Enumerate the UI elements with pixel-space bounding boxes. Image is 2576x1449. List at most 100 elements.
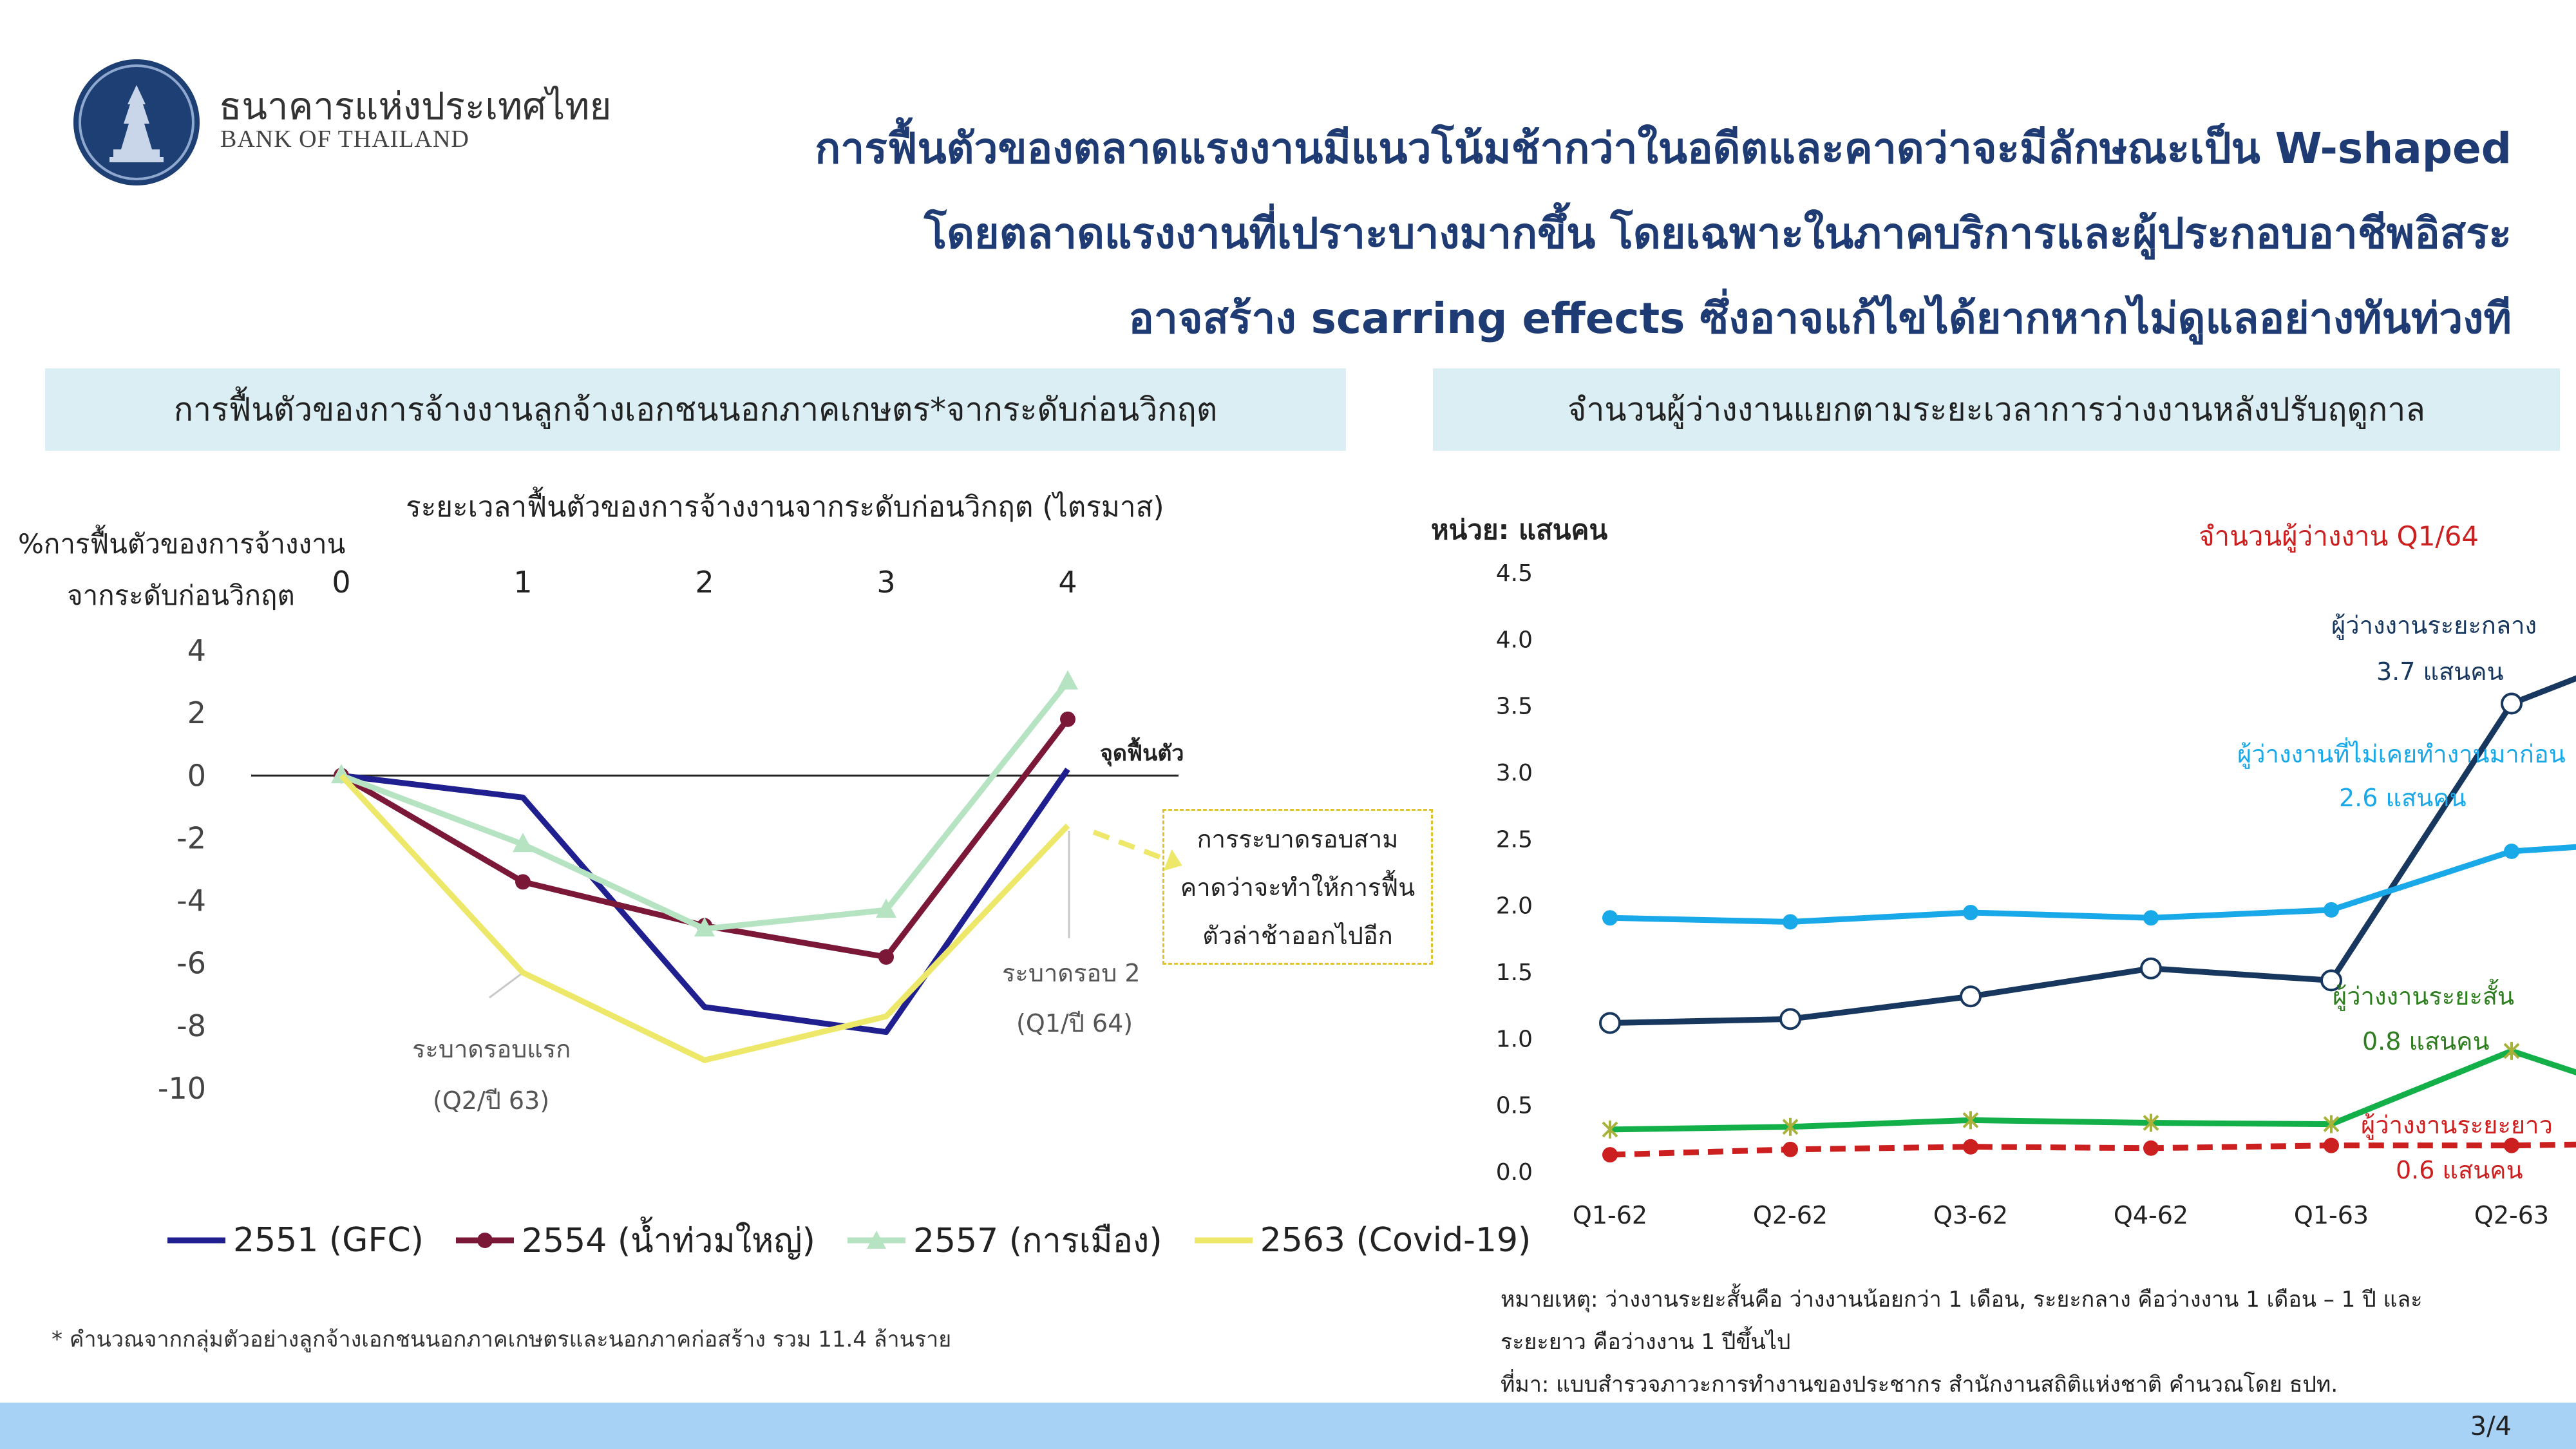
y-tick-label: 4.5	[1496, 560, 1533, 587]
third-wave-callout: การระบาดรอบสาม คาดว่าจะทำให้การฟื้น ตัวล…	[1162, 809, 1433, 965]
x-tick-label: 1	[513, 565, 532, 600]
y-tick-label: -2	[176, 820, 206, 855]
y-tick-label: 2	[187, 696, 206, 730]
data-point	[1960, 985, 1982, 1008]
data-point	[1779, 1008, 1801, 1030]
annotation-never-value: 2.6 แสนคน	[2339, 784, 2467, 812]
series-line	[341, 768, 1070, 1036]
y-tick-label: 0.5	[1496, 1093, 1533, 1119]
left-chart-title: ระยะเวลาฟื้นตัวของการจ้างงานจากระดับก่อน…	[406, 491, 1164, 524]
data-point	[694, 917, 715, 937]
x-tick-label: 4	[1058, 565, 1077, 600]
data-point	[1602, 910, 1618, 926]
callout-line-3: ตัวล่าช้าออกไปอีก	[1202, 921, 1393, 950]
data-point	[1602, 1120, 1618, 1139]
headline-line-1: การฟื้นตัวของตลาดแรงงานมีแนวโน้มช้ากว่าใ…	[815, 124, 2512, 173]
data-point	[2324, 902, 2339, 918]
data-point	[2504, 1137, 2519, 1153]
data-point	[2324, 1137, 2339, 1153]
x-tick-label: Q2-62	[1753, 1201, 1828, 1229]
projection-arrowhead	[1163, 849, 1182, 871]
data-point	[876, 898, 896, 918]
x-tick-label: Q3-62	[1933, 1201, 2008, 1229]
data-point	[2143, 1140, 2159, 1156]
data-point	[1783, 1141, 1798, 1157]
data-point	[513, 833, 533, 853]
y-tick-label: 0.0	[1496, 1159, 1533, 1186]
data-point	[878, 949, 894, 965]
y-tick-label: 4.0	[1496, 627, 1533, 653]
data-point	[2320, 969, 2342, 992]
y-tick-label: 2.5	[1496, 826, 1533, 853]
legend-item-covid: 2563 (Covid-19)	[1194, 1220, 1531, 1260]
annotation-long-value: 0.6 แสนคน	[2396, 1156, 2523, 1184]
data-point	[1057, 670, 1078, 690]
x-tick-label: 2	[695, 565, 714, 600]
data-point	[1963, 905, 1978, 920]
unit-label: หน่วย: แสนคน	[1431, 514, 1608, 545]
y-tick-label: 3.5	[1496, 694, 1533, 720]
data-point	[1963, 1139, 1978, 1155]
left-chart: 0 1 2 3 4 4 2 0 -2 -4 -6 -8 -10	[158, 565, 1182, 1106]
bank-seal-icon	[79, 64, 194, 180]
y-tick-label: 1.0	[1496, 1026, 1533, 1052]
y-tick-label: -6	[176, 946, 206, 981]
data-point	[2143, 910, 2159, 926]
headline-line-3: อาจสร้าง scarring effects ซึ่งอาจแก้ไขได…	[1128, 294, 2512, 343]
y-tick-label: 2.0	[1496, 893, 1533, 920]
q164-title: จำนวนผู้ว่างงาน Q1/64	[2199, 520, 2479, 552]
annotation-long-name: ผู้ว่างงานระยะยาว	[2361, 1111, 2553, 1139]
note-line-1: หมายเหตุ: ว่างงานระยะสั้นคือ ว่างงานน้อย…	[1501, 1287, 2423, 1312]
bank-name-thai: ธนาคารแห่งประเทศไทย	[219, 84, 612, 128]
wave1-leader-line	[489, 972, 524, 999]
footer-bar	[0, 1403, 2576, 1449]
x-tick-label: 0	[332, 565, 350, 600]
y-tick-label: 0	[187, 758, 206, 793]
note-line-3: ที่มา: แบบสำรวจภาวะการทำงานของประชากร สำ…	[1501, 1372, 2338, 1397]
legend-label: 2554 (น้ำท่วมใหญ่)	[521, 1222, 815, 1260]
y-tick-label: 1.5	[1496, 960, 1533, 986]
legend-triangle-marker-icon	[847, 1230, 905, 1249]
series-line	[339, 773, 1070, 1063]
right-panel-header: จำนวนผู้ว่างงานแยกตามระยะเวลาการว่างงานห…	[1433, 368, 2560, 451]
recovery-point-label: จุดฟื้นตัว	[1100, 741, 1184, 766]
legend-label: 2551 (GFC)	[233, 1220, 424, 1260]
data-point	[2501, 692, 2523, 715]
wave2-label-1: ระบาดรอบ 2	[1002, 959, 1141, 987]
wave1-label-2: (Q2/ปี 63)	[433, 1086, 550, 1115]
note-line-2: ระยะยาว คือว่างงาน 1 ปีขึ้นไป	[1501, 1329, 1791, 1355]
legend-item-politics: 2557 (การเมือง)	[847, 1213, 1162, 1267]
bank-name-english: BANK OF THAILAND	[220, 126, 469, 153]
wave2-label-2: (Q1/ปี 64)	[1016, 1009, 1133, 1037]
data-point	[1060, 711, 1075, 727]
y-tick-label: 3.0	[1496, 760, 1533, 786]
data-point	[2503, 1041, 2520, 1060]
left-chart-legend: 2551 (GFC) 2554 (น้ำท่วมใหญ่) 2557 (การเ…	[167, 1213, 1531, 1267]
projection-line	[1092, 829, 1169, 863]
data-point	[2323, 1115, 2340, 1133]
data-point	[1783, 914, 1798, 930]
legend-line-icon	[1194, 1237, 1253, 1243]
legend-circle-marker-icon	[455, 1232, 514, 1248]
y-tick-label: 4	[187, 633, 206, 668]
annotation-short-value: 0.8 แสนคน	[2362, 1027, 2490, 1056]
annotation-medium-name: ผู้ว่างงานระยะกลาง	[2331, 611, 2537, 639]
page-number: 3/4	[2470, 1412, 2512, 1441]
x-tick-label: Q4-62	[2114, 1201, 2188, 1229]
callout-line-2: คาดว่าจะทำให้การฟื้น	[1180, 873, 1416, 902]
legend-label: 2563 (Covid-19)	[1260, 1220, 1531, 1260]
data-point	[2143, 1113, 2159, 1132]
left-chart-ylabel-1: %การฟื้นตัวของการจ้างงาน	[18, 528, 346, 560]
left-panel-header: การฟื้นตัวของการจ้างงานลูกจ้างเอกชนนอกภา…	[45, 368, 1346, 451]
data-point	[515, 874, 531, 890]
legend-item-gfc: 2551 (GFC)	[167, 1221, 424, 1260]
data-point	[1599, 1012, 1621, 1034]
legend-label: 2557 (การเมือง)	[913, 1222, 1162, 1260]
data-point	[2140, 957, 2162, 980]
x-tick-label: 3	[876, 565, 895, 600]
data-point	[2504, 843, 2519, 859]
right-chart: 0.0 0.5 1.0 1.5 2.0 2.5 3.0 3.5 4.0 4.5 Q1-62 Q2-62…	[1496, 560, 2576, 1229]
data-point	[1782, 1117, 1799, 1136]
x-tick-label: Q1-63	[2294, 1201, 2369, 1229]
data-point	[1602, 1147, 1618, 1163]
